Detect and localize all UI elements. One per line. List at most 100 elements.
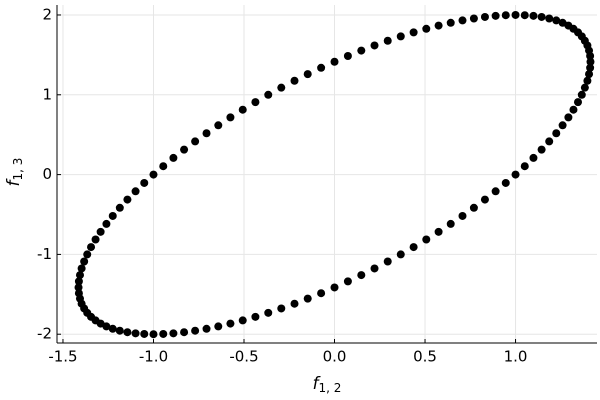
- point: [330, 57, 339, 66]
- point: [480, 195, 489, 204]
- point: [343, 51, 352, 60]
- point: [558, 121, 567, 130]
- point: [80, 257, 89, 266]
- point: [458, 16, 467, 25]
- point: [434, 227, 443, 236]
- point: [564, 113, 573, 122]
- x-axis-label: f1, 2: [313, 374, 342, 395]
- point: [264, 308, 273, 317]
- point: [446, 219, 455, 228]
- point: [169, 329, 178, 338]
- y-label-symbol: f: [4, 177, 24, 186]
- point: [480, 12, 489, 21]
- point: [552, 16, 561, 25]
- point: [545, 137, 554, 146]
- point: [108, 324, 117, 333]
- point: [74, 277, 83, 286]
- point: [108, 211, 117, 220]
- x-tick-label: -1.5: [48, 348, 77, 366]
- y-tick-label: -2: [37, 325, 52, 343]
- point: [96, 227, 105, 236]
- point: [102, 219, 111, 228]
- point: [491, 11, 500, 20]
- point: [383, 36, 392, 45]
- point: [149, 330, 158, 339]
- point: [317, 289, 326, 298]
- point: [251, 312, 260, 321]
- point: [558, 18, 567, 27]
- point: [75, 271, 84, 280]
- point: [131, 187, 140, 196]
- point: [123, 328, 132, 337]
- point: [303, 70, 312, 79]
- point: [537, 145, 546, 154]
- point: [586, 57, 595, 66]
- point: [159, 329, 168, 338]
- point: [409, 28, 418, 37]
- point: [91, 235, 100, 244]
- point: [469, 14, 478, 23]
- point: [180, 328, 189, 337]
- point: [102, 322, 111, 331]
- point: [396, 250, 405, 259]
- point: [123, 195, 132, 204]
- point: [501, 11, 510, 20]
- point: [537, 12, 546, 21]
- y-label-subscript: 1, 3: [11, 158, 25, 181]
- point: [226, 319, 235, 328]
- point: [511, 10, 520, 19]
- point: [585, 70, 594, 79]
- point: [191, 137, 200, 146]
- point: [115, 326, 124, 335]
- point: [140, 178, 149, 187]
- point: [370, 264, 379, 273]
- point: [469, 203, 478, 212]
- x-tick-label: 1.0: [504, 348, 528, 366]
- point: [277, 83, 286, 92]
- point: [202, 129, 211, 138]
- x-tick-label: -1.0: [139, 348, 168, 366]
- point: [458, 211, 467, 220]
- point: [434, 21, 443, 30]
- point: [83, 250, 92, 259]
- point: [169, 153, 178, 162]
- point: [115, 203, 124, 212]
- y-tick-label: 0: [42, 165, 52, 183]
- y-tick-label: 1: [42, 85, 52, 103]
- point: [511, 170, 520, 179]
- point: [214, 322, 223, 331]
- point: [238, 105, 247, 114]
- point: [409, 243, 418, 252]
- point: [422, 24, 431, 33]
- point: [87, 243, 96, 252]
- y-tick-label: -1: [37, 245, 52, 263]
- point: [290, 299, 299, 308]
- point: [290, 76, 299, 85]
- point: [520, 11, 529, 20]
- point: [159, 162, 168, 171]
- point: [140, 329, 149, 338]
- point: [357, 271, 366, 280]
- point: [529, 153, 538, 162]
- point: [422, 235, 431, 244]
- point: [317, 63, 326, 72]
- point: [74, 283, 83, 292]
- x-tick-label: 0.5: [413, 348, 437, 366]
- point: [131, 329, 140, 338]
- point: [573, 98, 582, 107]
- point: [214, 121, 223, 130]
- point: [277, 304, 286, 313]
- point: [446, 18, 455, 27]
- point: [149, 170, 158, 179]
- point: [303, 294, 312, 303]
- y-tick-label: 2: [42, 5, 52, 23]
- point: [343, 277, 352, 286]
- point: [370, 41, 379, 50]
- point: [577, 90, 586, 99]
- point: [77, 264, 86, 273]
- point: [383, 257, 392, 266]
- point: [545, 14, 554, 23]
- point: [569, 105, 578, 114]
- point: [491, 187, 500, 196]
